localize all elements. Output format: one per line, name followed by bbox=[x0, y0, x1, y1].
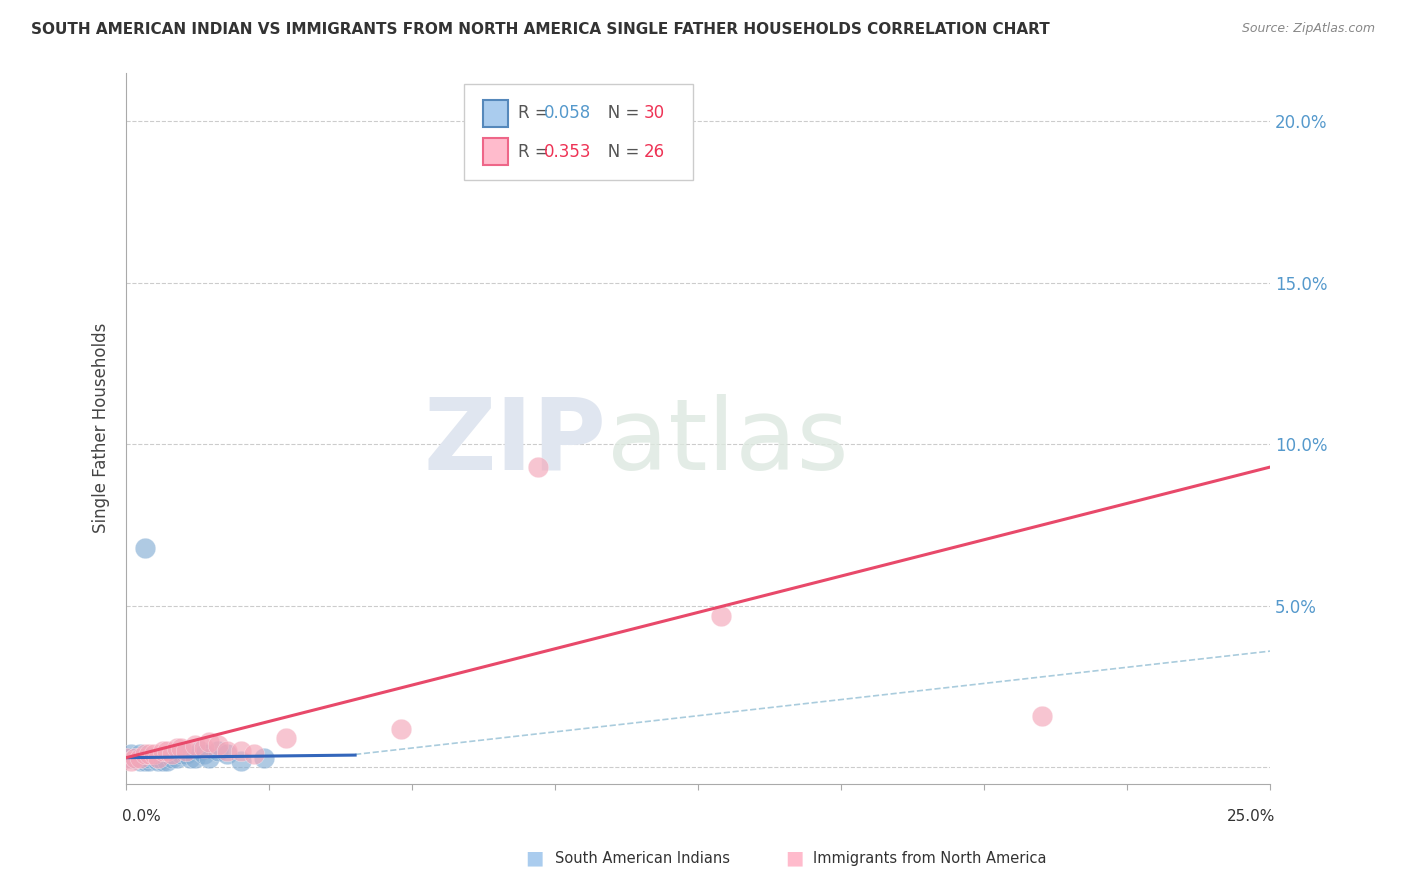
Text: Source: ZipAtlas.com: Source: ZipAtlas.com bbox=[1241, 22, 1375, 36]
Point bbox=[134, 747, 156, 762]
Point bbox=[148, 754, 170, 768]
Point bbox=[170, 747, 193, 762]
Text: ZIP: ZIP bbox=[425, 394, 607, 491]
Point bbox=[207, 738, 229, 752]
Point bbox=[115, 750, 138, 764]
Point bbox=[193, 747, 215, 762]
Point bbox=[152, 754, 174, 768]
Point bbox=[152, 744, 174, 758]
Point bbox=[120, 750, 142, 764]
Point bbox=[215, 744, 238, 758]
Text: 26: 26 bbox=[644, 143, 665, 161]
Point bbox=[148, 750, 170, 764]
Point bbox=[166, 741, 188, 756]
Point bbox=[160, 750, 183, 764]
Point bbox=[197, 734, 219, 748]
Text: 0.058: 0.058 bbox=[544, 104, 591, 122]
Point bbox=[243, 747, 266, 762]
Text: ■: ■ bbox=[524, 848, 544, 868]
Point bbox=[124, 750, 146, 764]
Point bbox=[129, 750, 152, 764]
FancyBboxPatch shape bbox=[484, 100, 509, 127]
Text: Immigrants from North America: Immigrants from North America bbox=[813, 851, 1046, 865]
Point bbox=[1031, 708, 1053, 723]
Text: R =: R = bbox=[517, 104, 554, 122]
Text: ■: ■ bbox=[785, 848, 804, 868]
Text: SOUTH AMERICAN INDIAN VS IMMIGRANTS FROM NORTH AMERICA SINGLE FATHER HOUSEHOLDS : SOUTH AMERICAN INDIAN VS IMMIGRANTS FROM… bbox=[31, 22, 1050, 37]
Point bbox=[170, 741, 193, 756]
Y-axis label: Single Father Households: Single Father Households bbox=[93, 323, 110, 533]
Point bbox=[229, 744, 252, 758]
Point bbox=[215, 747, 238, 762]
Point bbox=[166, 750, 188, 764]
Text: 0.353: 0.353 bbox=[544, 143, 592, 161]
Point bbox=[129, 754, 152, 768]
Text: N =: N = bbox=[592, 104, 644, 122]
Point bbox=[389, 722, 412, 736]
Point bbox=[115, 750, 138, 764]
Point bbox=[124, 750, 146, 764]
Point bbox=[174, 747, 197, 762]
Point bbox=[138, 747, 160, 762]
Text: atlas: atlas bbox=[607, 394, 848, 491]
Point bbox=[188, 744, 211, 758]
Point bbox=[160, 747, 183, 762]
Point bbox=[184, 738, 207, 752]
Point bbox=[276, 731, 298, 746]
Point bbox=[252, 750, 274, 764]
Point bbox=[134, 541, 156, 555]
Point bbox=[527, 460, 550, 475]
Point bbox=[142, 750, 165, 764]
Point bbox=[174, 744, 197, 758]
FancyBboxPatch shape bbox=[484, 138, 509, 165]
Point bbox=[120, 747, 142, 762]
Text: N =: N = bbox=[592, 143, 644, 161]
Point bbox=[134, 754, 156, 768]
Text: R =: R = bbox=[517, 143, 554, 161]
Point bbox=[124, 750, 146, 764]
Point bbox=[710, 608, 733, 623]
FancyBboxPatch shape bbox=[464, 84, 693, 179]
Text: 25.0%: 25.0% bbox=[1226, 809, 1275, 824]
Point bbox=[134, 750, 156, 764]
Point bbox=[207, 744, 229, 758]
Text: 30: 30 bbox=[644, 104, 665, 122]
Text: South American Indians: South American Indians bbox=[555, 851, 730, 865]
Point bbox=[148, 750, 170, 764]
Point bbox=[120, 754, 142, 768]
Point bbox=[156, 754, 179, 768]
Point bbox=[179, 750, 201, 764]
Point bbox=[197, 750, 219, 764]
Point bbox=[129, 747, 152, 762]
Point bbox=[138, 750, 160, 764]
Point bbox=[193, 741, 215, 756]
Point bbox=[184, 750, 207, 764]
Point bbox=[156, 744, 179, 758]
Point bbox=[142, 747, 165, 762]
Point bbox=[229, 754, 252, 768]
Text: 0.0%: 0.0% bbox=[122, 809, 160, 824]
Point bbox=[138, 754, 160, 768]
